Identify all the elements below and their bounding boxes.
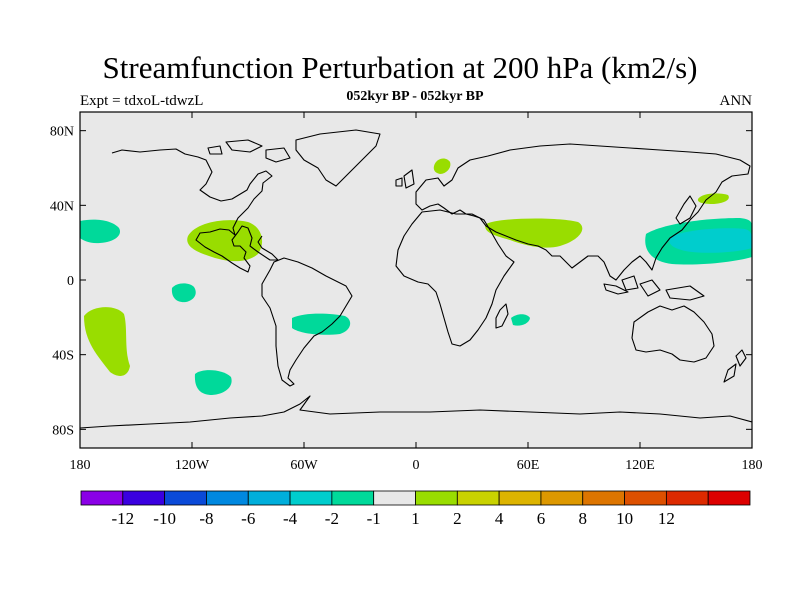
colorbar-swatch (247, 490, 291, 506)
y-tick-label: 40N (50, 199, 74, 214)
coast-eurasia (415, 143, 751, 281)
colorbar-label: 2 (453, 509, 462, 528)
plot-title: Streamfunction Perturbation at 200 hPa (… (102, 50, 698, 85)
contour-south-pacific-east (194, 370, 232, 395)
coast-north-america (111, 148, 279, 273)
colorbar-label: 1 (411, 509, 420, 528)
contour-madagascar-east (511, 314, 530, 326)
coast-africa (395, 209, 515, 347)
colorbar-label: 4 (495, 509, 504, 528)
colorbar-swatch (331, 490, 375, 506)
colorbar-label: -12 (111, 509, 134, 528)
colorbar-swatch (164, 490, 207, 506)
colorbar-swatch (498, 490, 542, 506)
y-tick-label: 40S (52, 349, 74, 364)
contour-layer (80, 158, 752, 395)
contour-middle-east (485, 218, 583, 248)
colorbar-swatch (456, 490, 500, 506)
coast-australia (631, 305, 715, 363)
period-label: 052kyr BP - 052kyr BP (346, 89, 484, 104)
colorbar-label: -1 (367, 509, 381, 528)
contour-west-pacific-core (669, 228, 752, 253)
coast-japan (675, 195, 697, 225)
x-tick-label: 60W (290, 458, 318, 473)
colorbar-swatch (624, 490, 667, 506)
coast-antarctica (80, 395, 752, 429)
coast-new-zealand (723, 349, 747, 383)
colorbar-swatch (206, 490, 249, 506)
x-tick-label: 60E (517, 458, 540, 473)
coast-madagascar (495, 303, 509, 329)
colorbar-swatch (540, 490, 584, 506)
x-tick-label: 120E (625, 458, 655, 473)
coast-canadian-archipelago (207, 139, 291, 163)
contour-north-pacific-west (80, 219, 121, 244)
season-label: ANN (719, 93, 753, 109)
contour-tropical-pacific-east (171, 283, 196, 303)
colorbar-swatch (373, 490, 416, 506)
x-tick-label: 120W (175, 458, 210, 473)
coastlines (80, 129, 752, 429)
x-tick-label: 180 (742, 458, 763, 473)
map-background (80, 112, 752, 448)
contour-south-atlantic (292, 313, 351, 335)
contour-scandinavia (433, 158, 451, 174)
colorbar: -12 -10 -8 -6 -4 -2 -1 1 2 4 6 8 10 12 (80, 490, 751, 528)
colorbar-label: -8 (199, 509, 213, 528)
y-tick-label: 80N (50, 125, 74, 140)
experiment-label: Expt = tdxoL-tdwzL (80, 93, 204, 109)
x-tick-label: 0 (413, 458, 420, 473)
coast-maritime-continent (603, 275, 705, 301)
colorbar-label: -2 (325, 509, 339, 528)
colorbar-swatch (122, 490, 166, 506)
colorbar-swatch (80, 490, 124, 506)
colorbar-label: -10 (153, 509, 176, 528)
contour-central-america (187, 220, 263, 262)
colorbar-label: -6 (241, 509, 255, 528)
colorbar-swatch (707, 490, 751, 506)
contour-south-pacific-west (84, 307, 130, 376)
colorbar-swatch (665, 490, 709, 506)
colorbar-swatch (415, 490, 458, 506)
colorbar-label: 8 (579, 509, 588, 528)
colorbar-swatch (289, 490, 333, 506)
colorbar-label: 12 (658, 509, 675, 528)
colorbar-label: 10 (616, 509, 633, 528)
coast-britain (395, 169, 415, 189)
x-tick-label: 180 (70, 458, 91, 473)
y-tick-label: 80S (52, 423, 74, 438)
axis-ticks (79, 112, 753, 448)
coast-south-america (261, 257, 353, 387)
y-tick-label: 0 (67, 274, 74, 289)
colorbar-label: 6 (537, 509, 546, 528)
colorbar-swatch (582, 490, 625, 506)
coast-greenland (295, 129, 381, 187)
colorbar-label: -4 (283, 509, 298, 528)
axis-tick-labels: 180 120W 60W 0 60E 120E 180 80N 40N 0 40S 80S (50, 125, 763, 473)
